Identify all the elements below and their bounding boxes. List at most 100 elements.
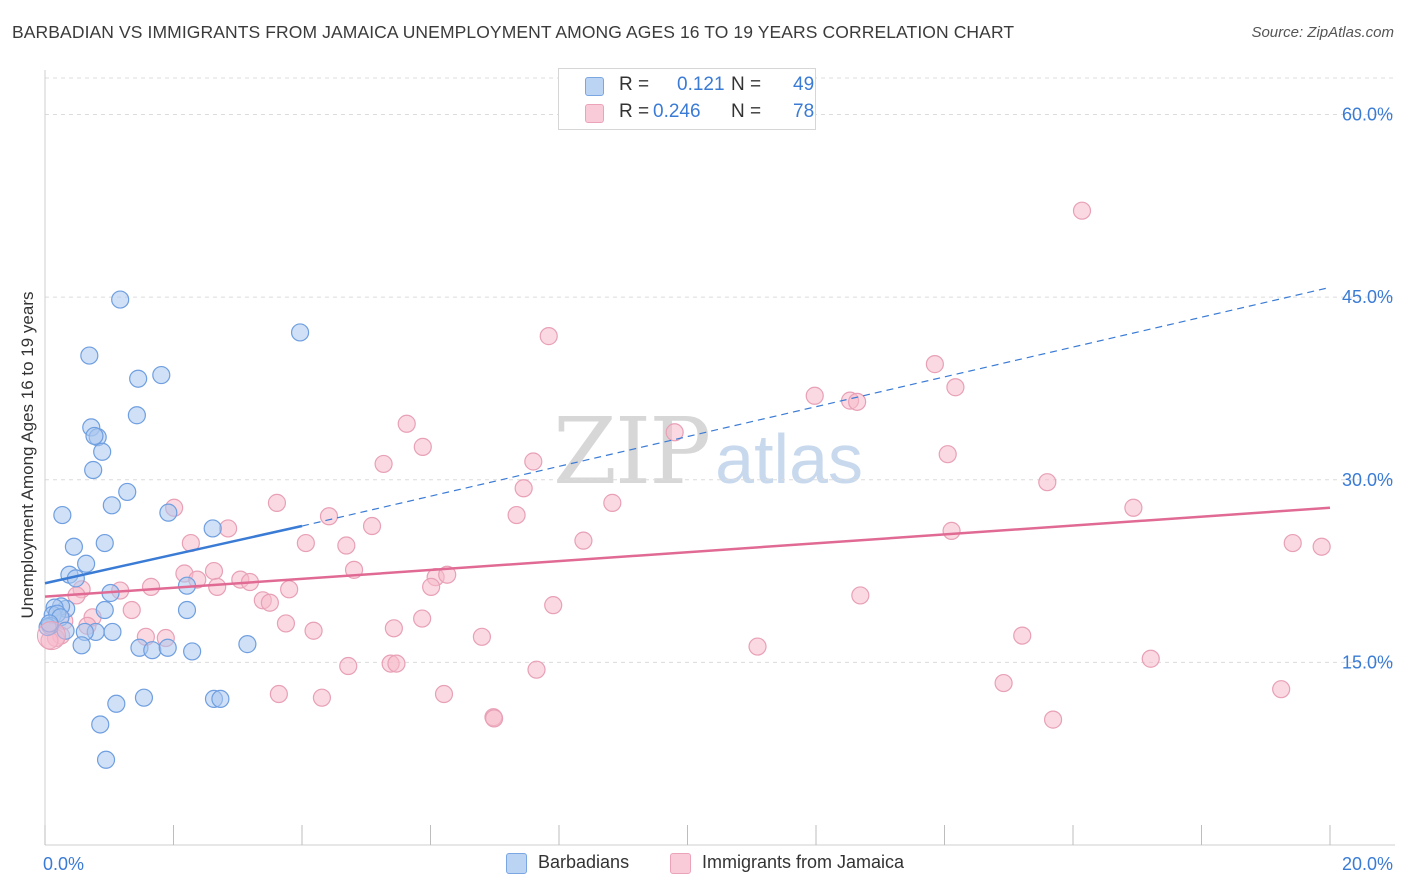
jamaica-point: [384, 619, 403, 638]
jamaica-point: [748, 637, 767, 656]
jamaica-point: [851, 586, 870, 605]
jamaica-point: [472, 627, 491, 646]
jamaica-point: [434, 684, 454, 704]
barbadian-point: [93, 442, 112, 461]
jamaica-point: [539, 327, 558, 346]
jamaica-point: [339, 656, 358, 676]
jamaica-point: [438, 565, 457, 584]
barbadian-point: [177, 600, 197, 620]
legend-label: Immigrants from Jamaica: [702, 852, 905, 872]
jamaica-point: [36, 621, 66, 651]
correlation-legend: R = 0.121 N = 49 R = 0.246 N = 78: [558, 68, 816, 130]
jamaica-point: [267, 493, 287, 512]
y-axis-label: Unemployment Among Ages 16 to 19 years: [18, 291, 37, 619]
barbadian-point: [134, 688, 154, 707]
jamaica-point: [141, 577, 161, 596]
barbadian-point: [84, 460, 103, 480]
jamaica-point: [269, 684, 288, 704]
barbadian-point: [211, 689, 230, 709]
jamaica-point: [280, 580, 299, 599]
barbadian-point: [91, 715, 110, 734]
barbadian-trend-line: [44, 524, 303, 585]
legend-r-label: R =: [619, 101, 650, 122]
jamaica-point: [1141, 649, 1160, 668]
barbadian-point: [183, 642, 202, 661]
jamaica-point: [942, 521, 961, 540]
jamaica-point: [925, 355, 944, 374]
jamaica-point: [603, 493, 622, 512]
jamaica-point: [1312, 537, 1331, 556]
jamaica-trend-line: [44, 506, 1331, 598]
y-tick-label: 15.0%: [1342, 652, 1393, 672]
legend-swatch-pink: [670, 853, 691, 874]
jamaica-point: [260, 593, 279, 612]
jamaica-point: [938, 445, 957, 464]
jamaica-point: [397, 414, 416, 433]
barbadian-point: [77, 554, 96, 573]
watermark: ZIPatlas: [553, 398, 863, 505]
chart-title: BARBADIAN VS IMMIGRANTS FROM JAMAICA UNE…: [12, 22, 1015, 42]
barbadian-point: [96, 750, 116, 769]
legend-swatch-blue: [506, 853, 527, 874]
barbadian-point: [159, 503, 178, 522]
jamaica-point: [524, 452, 543, 471]
legend-n-label: N =: [731, 74, 762, 95]
jamaica-point: [387, 654, 406, 673]
barbadian-point: [56, 621, 75, 640]
legend-r-label: R =: [619, 74, 650, 95]
x-tick-label: 20.0%: [1342, 854, 1393, 874]
jamaica-point: [1043, 710, 1063, 729]
jamaica-point: [527, 660, 546, 679]
jamaica-point: [485, 709, 504, 728]
jamaica-point: [413, 437, 432, 456]
jamaica-point: [374, 454, 393, 474]
jamaica-point: [276, 614, 296, 633]
jamaica-point: [304, 621, 323, 640]
jamaica-point: [1072, 201, 1092, 220]
watermark-atlas: atlas: [715, 420, 864, 498]
jamaica-point: [1124, 498, 1143, 517]
barbadian-point: [95, 533, 114, 553]
legend-n-value: 49: [793, 74, 815, 95]
jamaica-point: [413, 609, 432, 628]
jamaica-point: [665, 423, 684, 442]
jamaica-point: [805, 386, 824, 405]
jamaica-point: [319, 507, 339, 526]
barbadian-point: [238, 635, 257, 654]
barbadian-point: [64, 537, 84, 556]
legend-swatch-blue: [585, 77, 604, 96]
jamaica-point: [507, 505, 526, 525]
jamaica-point: [312, 688, 332, 707]
barbadian-trend-line-extension: [301, 286, 1331, 527]
watermark-zip: ZIP: [553, 398, 711, 505]
barbadian-point: [152, 365, 171, 385]
jamaica-point: [204, 561, 224, 581]
barbadian-point: [103, 622, 122, 642]
jamaica-point: [544, 596, 563, 615]
jamaica-point: [219, 519, 238, 538]
barbadian-point: [85, 426, 104, 446]
barbadian-point: [53, 505, 72, 525]
jamaica-point: [946, 378, 965, 397]
y-tick-label: 45.0%: [1342, 287, 1393, 307]
jamaica-point: [994, 673, 1013, 693]
jamaica-point: [574, 531, 593, 550]
legend-swatch-pink: [585, 104, 604, 123]
barbadian-point: [72, 636, 91, 655]
barbadian-point: [111, 290, 130, 309]
jamaica-point: [1038, 473, 1057, 492]
barbadian-point: [102, 496, 121, 515]
legend-n-label: N =: [731, 101, 762, 122]
legend-r-value: 0.121: [677, 74, 725, 95]
barbadian-point: [290, 323, 310, 342]
jamaica-point: [122, 600, 141, 620]
barbadian-point: [127, 406, 146, 425]
barbadian-point: [203, 519, 222, 538]
jamaica-point: [362, 516, 382, 536]
jamaica-point: [514, 479, 533, 498]
barbadian-point: [118, 482, 137, 502]
legend-n-value: 78: [793, 101, 815, 122]
legend-label: Barbadians: [538, 852, 630, 872]
jamaica-point: [1013, 626, 1032, 645]
